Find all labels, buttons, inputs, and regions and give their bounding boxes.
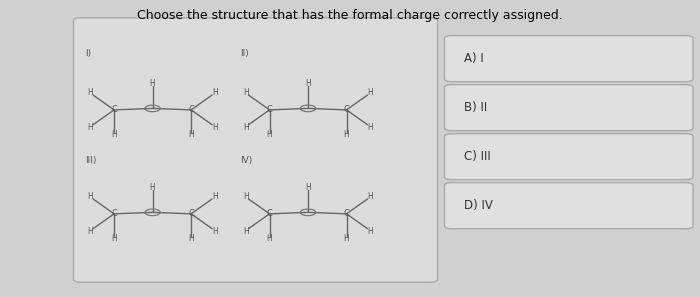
- Text: H: H: [212, 123, 218, 132]
- Text: C: C: [188, 209, 194, 218]
- Text: II): II): [240, 49, 249, 58]
- Text: H: H: [368, 227, 373, 236]
- Text: H: H: [88, 192, 93, 201]
- Text: H: H: [212, 227, 218, 236]
- Text: H: H: [88, 89, 93, 97]
- Text: B) II: B) II: [464, 101, 487, 114]
- Text: IV): IV): [240, 156, 253, 165]
- Text: H: H: [243, 89, 248, 97]
- Text: H: H: [88, 123, 93, 132]
- Text: H: H: [368, 123, 373, 132]
- FancyBboxPatch shape: [444, 36, 693, 82]
- Text: H: H: [305, 79, 311, 88]
- Text: H: H: [188, 130, 194, 139]
- Text: H: H: [111, 234, 117, 243]
- FancyBboxPatch shape: [444, 85, 693, 131]
- Text: H: H: [368, 192, 373, 201]
- Text: H: H: [305, 183, 311, 192]
- Text: D) IV: D) IV: [464, 199, 493, 212]
- Text: H: H: [368, 89, 373, 97]
- Text: C: C: [111, 209, 117, 218]
- Text: H: H: [243, 123, 248, 132]
- Text: H: H: [267, 130, 272, 139]
- Text: H: H: [111, 130, 117, 139]
- Text: III): III): [85, 156, 97, 165]
- Text: Choose the structure that has the formal charge correctly assigned.: Choose the structure that has the formal…: [137, 9, 563, 22]
- Text: C: C: [267, 209, 272, 218]
- Text: I): I): [85, 49, 92, 58]
- Text: H: H: [267, 234, 272, 243]
- Text: H: H: [212, 192, 218, 201]
- Text: H: H: [150, 183, 155, 192]
- Text: H: H: [212, 89, 218, 97]
- Text: C: C: [344, 209, 349, 218]
- FancyBboxPatch shape: [74, 18, 438, 282]
- FancyBboxPatch shape: [444, 134, 693, 180]
- Text: H: H: [344, 130, 349, 139]
- Text: H: H: [344, 234, 349, 243]
- Text: C: C: [267, 105, 272, 114]
- Text: A) I: A) I: [464, 52, 484, 65]
- Text: H: H: [243, 227, 248, 236]
- Text: H: H: [188, 234, 194, 243]
- Text: C: C: [344, 105, 349, 114]
- Text: H: H: [243, 192, 248, 201]
- Text: H: H: [88, 227, 93, 236]
- Text: C) III: C) III: [464, 150, 491, 163]
- Text: C: C: [111, 105, 117, 114]
- FancyBboxPatch shape: [444, 183, 693, 229]
- Text: C: C: [188, 105, 194, 114]
- Text: H: H: [150, 79, 155, 88]
